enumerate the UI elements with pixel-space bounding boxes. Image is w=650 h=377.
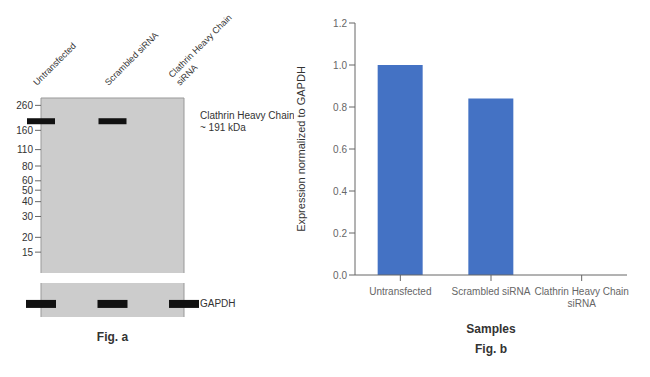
svg-text:0.4: 0.4 [333, 186, 347, 197]
svg-text:15: 15 [22, 247, 34, 258]
svg-text:Untransfected: Untransfected [31, 41, 78, 88]
svg-text:1.2: 1.2 [333, 18, 347, 29]
svg-text:80: 80 [22, 161, 34, 172]
svg-text:60: 60 [21, 175, 33, 187]
svg-text:160: 160 [16, 125, 33, 136]
svg-text:260: 260 [16, 100, 33, 111]
svg-text:0.6: 0.6 [333, 144, 347, 155]
svg-text:Samples: Samples [466, 322, 516, 336]
svg-text:Clathrin Heavy ChainsiRNA: Clathrin Heavy ChainsiRNA [167, 12, 242, 87]
svg-text:0.2: 0.2 [333, 228, 347, 239]
svg-text:Untransfected: Untransfected [369, 286, 431, 297]
html-text:Fig. a: Fig. a [96, 330, 129, 344]
svg-text:40: 40 [22, 196, 34, 207]
svg-text:Scrambled siRNA: Scrambled siRNA [452, 286, 531, 297]
svg-text:1.0: 1.0 [333, 60, 347, 71]
svg-text:Clathrin Heavy Chain~ 191 kDa: Clathrin Heavy Chain~ 191 kDa [200, 110, 294, 133]
svg-text:30: 30 [22, 211, 34, 222]
svg-text:20: 20 [22, 232, 34, 243]
svg-text:50: 50 [22, 185, 34, 196]
html-text:Fig. b: Fig. b [475, 342, 507, 356]
svg-text:Expression normalized to GAPDH: Expression normalized to GAPDH [295, 66, 307, 232]
svg-text:0.8: 0.8 [333, 102, 347, 113]
svg-text:0.0: 0.0 [333, 270, 347, 281]
svg-text:Scrambled siRNA: Scrambled siRNA [103, 30, 160, 87]
svg-text:Clathrin Heavy ChainsiRNA: Clathrin Heavy ChainsiRNA [534, 286, 629, 309]
svg-text:110: 110 [17, 144, 33, 155]
svg-text:GAPDH: GAPDH [200, 298, 236, 309]
